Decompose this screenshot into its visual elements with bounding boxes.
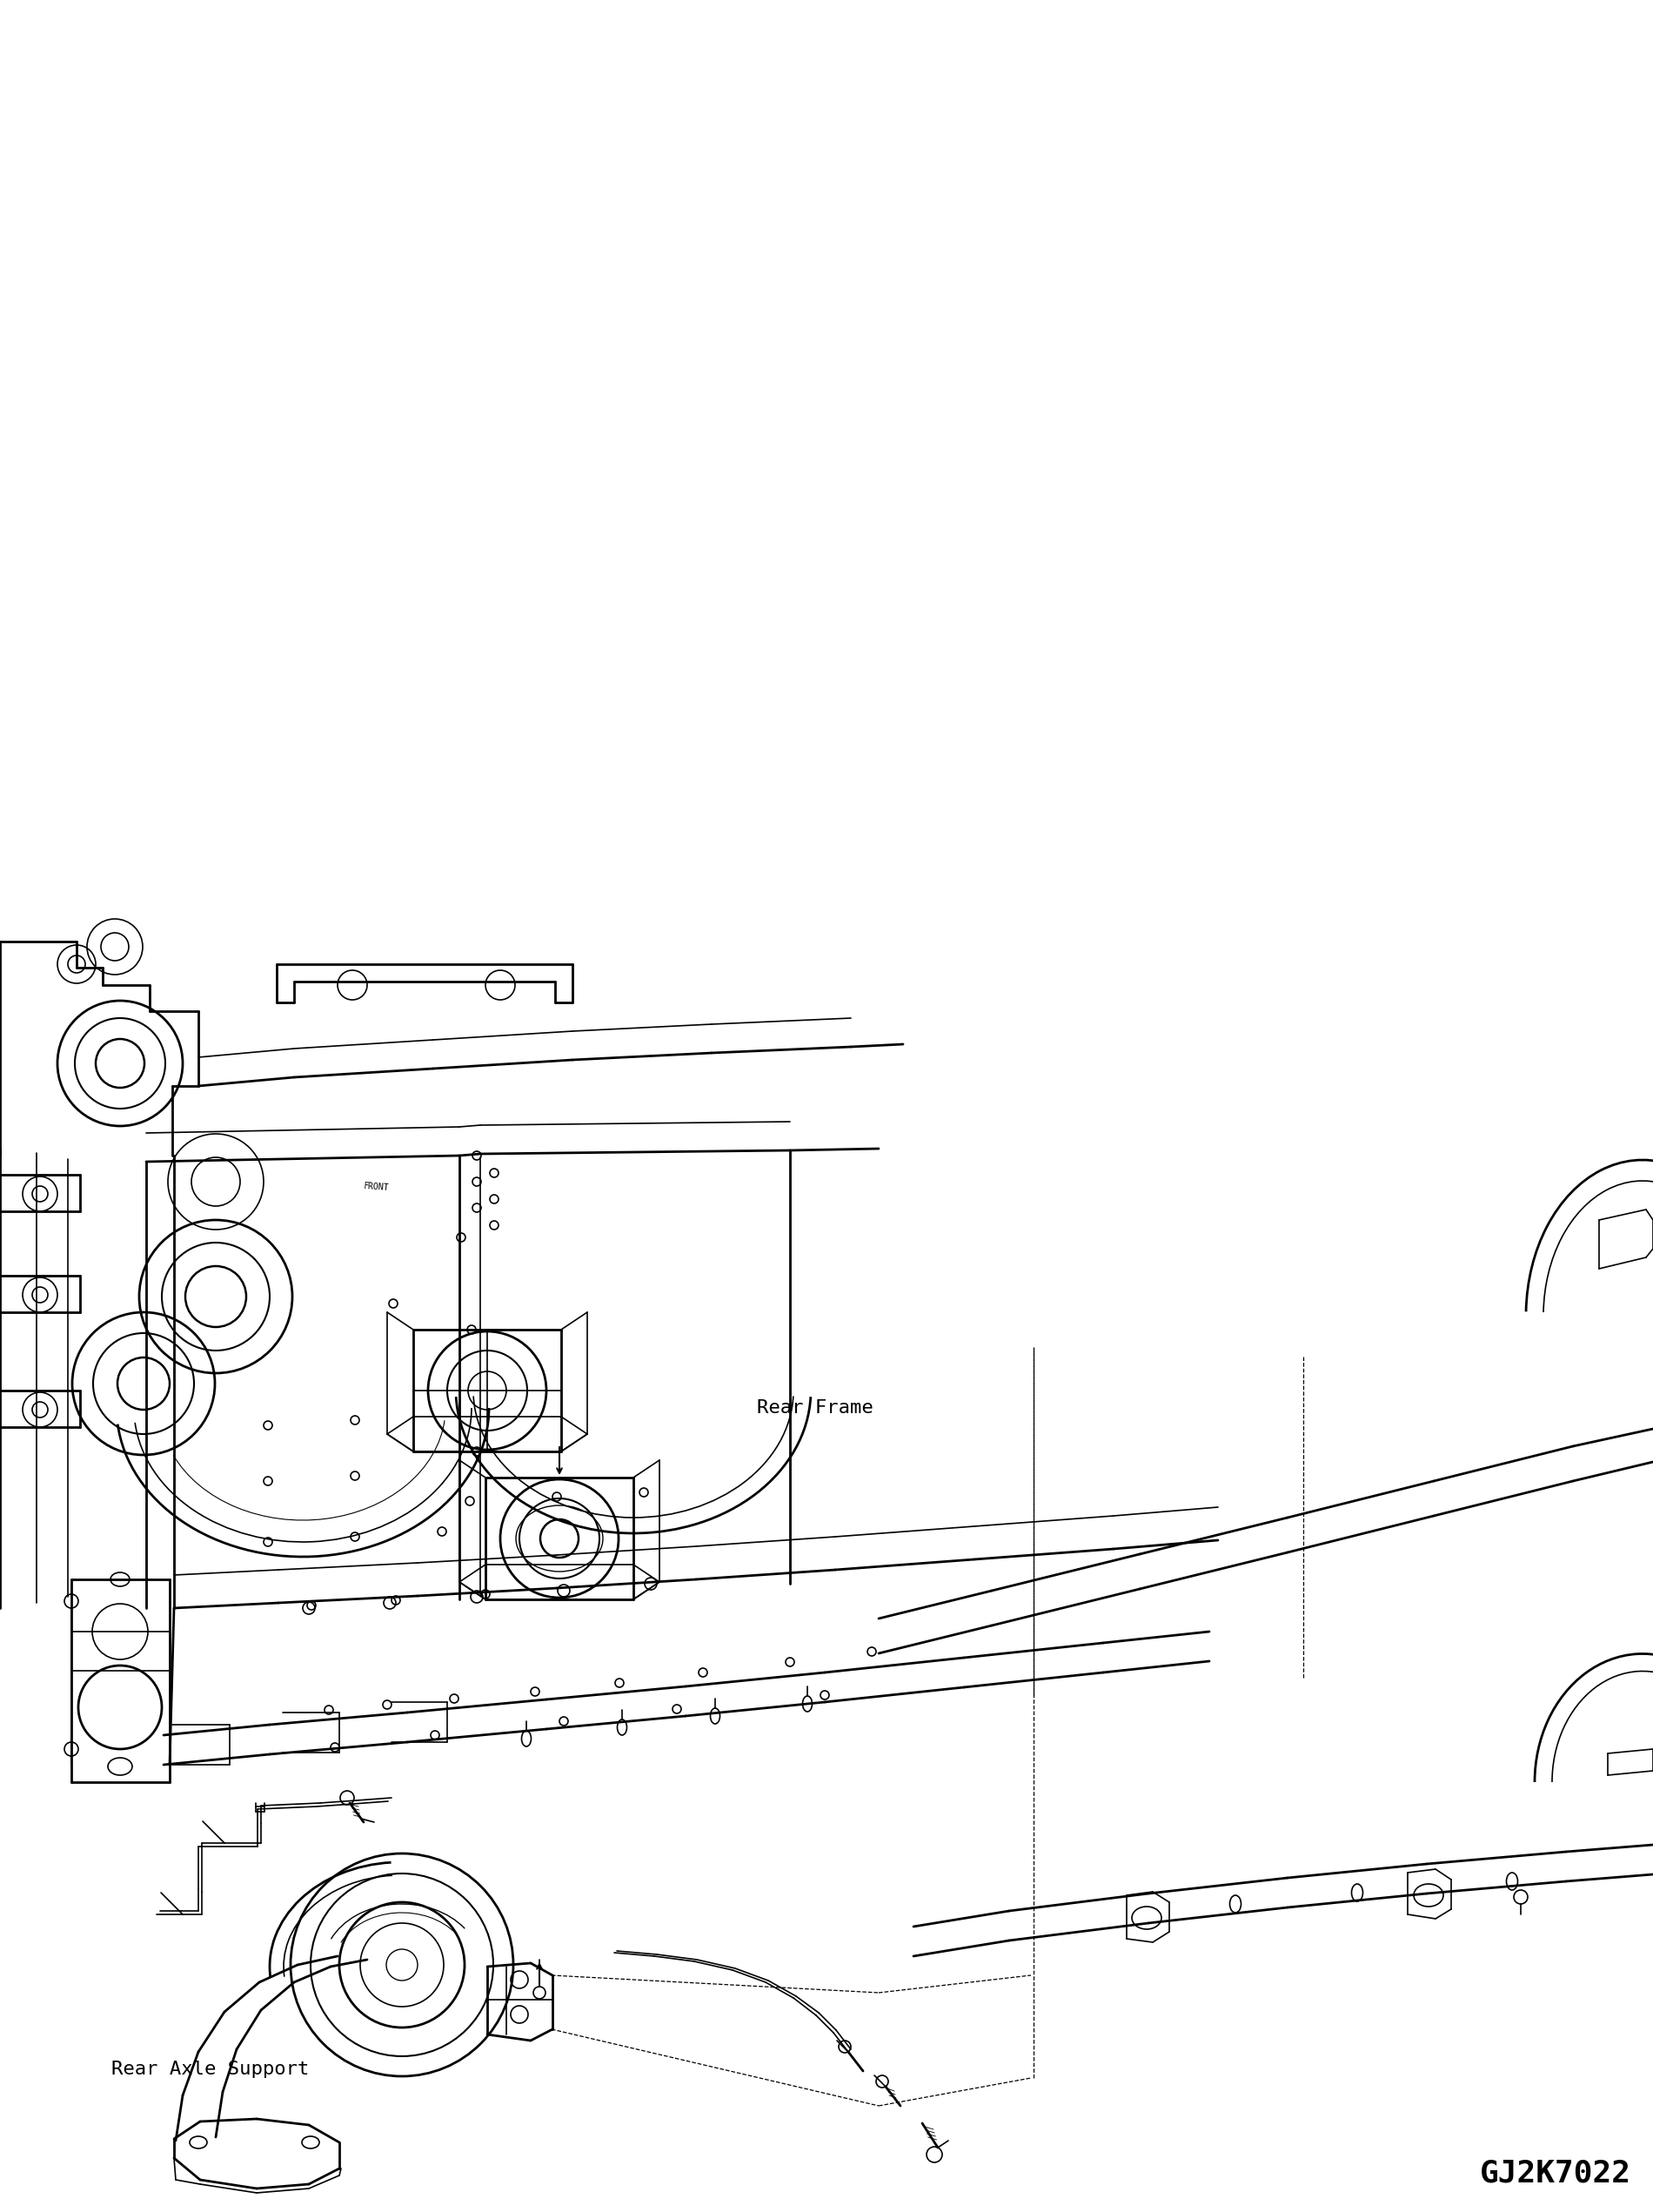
Text: FRONT: FRONT xyxy=(364,1181,390,1192)
Text: Rear Axle Support: Rear Axle Support xyxy=(111,2062,309,2077)
Text: GJ2K7022: GJ2K7022 xyxy=(1479,2159,1632,2188)
Text: Rear Frame: Rear Frame xyxy=(757,1400,873,1416)
